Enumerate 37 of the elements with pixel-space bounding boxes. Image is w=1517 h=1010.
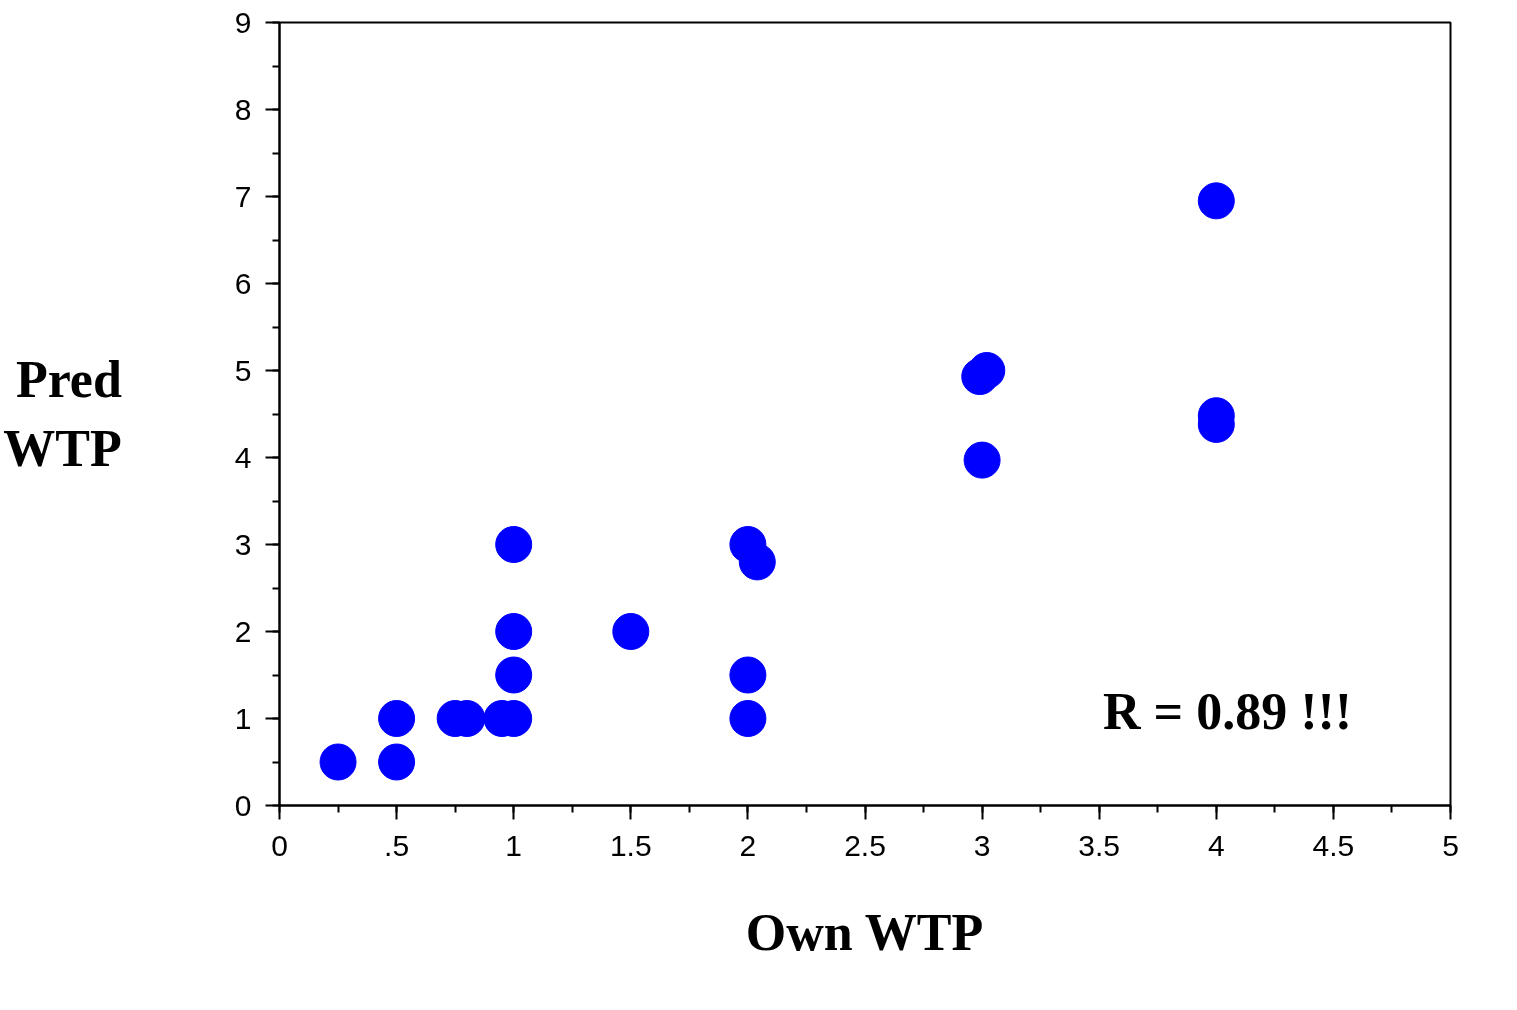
x-tick-label: 5 (1442, 828, 1459, 862)
y-tick-label: 8 (234, 92, 252, 126)
point (319, 743, 357, 781)
x-tick-label: 4 (1207, 828, 1225, 862)
point (378, 743, 416, 781)
x-tick-label: 4.5 (1312, 828, 1355, 862)
x-tick-label: 3 (973, 828, 991, 862)
y-axis-title: Pred WTP (3, 351, 122, 477)
y-tick-label: 4 (234, 440, 252, 474)
y-tick-label: 6 (234, 266, 252, 300)
point (1197, 182, 1235, 220)
point (612, 613, 650, 650)
y-tick-label: 3 (234, 527, 252, 561)
y-tick-label: 7 (234, 179, 252, 213)
x-tick-label: 1 (505, 828, 523, 862)
point (378, 700, 416, 737)
point (738, 543, 776, 581)
point (495, 613, 533, 650)
x-tick-label: 3.5 (1078, 828, 1121, 862)
point (495, 656, 533, 694)
y-tick-label: 5 (234, 353, 252, 387)
x-tick-label: 1.5 (609, 828, 652, 862)
y-tick-label: 1 (234, 701, 252, 735)
point (729, 656, 767, 694)
point (968, 352, 1006, 389)
y-tick-label: 9 (234, 5, 252, 39)
point (729, 700, 767, 737)
x-tick-label: .5 (384, 828, 410, 862)
x-tick-label: 2 (739, 828, 757, 862)
x-tick-label: 0 (271, 828, 288, 862)
x-axis-title: Own WTP (745, 903, 984, 961)
y-tick-label: 2 (234, 614, 252, 648)
annotation: R = 0.89 !!! (1103, 683, 1353, 741)
point (495, 526, 533, 563)
y-tick-label: 0 (234, 788, 252, 822)
x-tick-label: 2.5 (844, 828, 886, 862)
point (963, 441, 1001, 479)
